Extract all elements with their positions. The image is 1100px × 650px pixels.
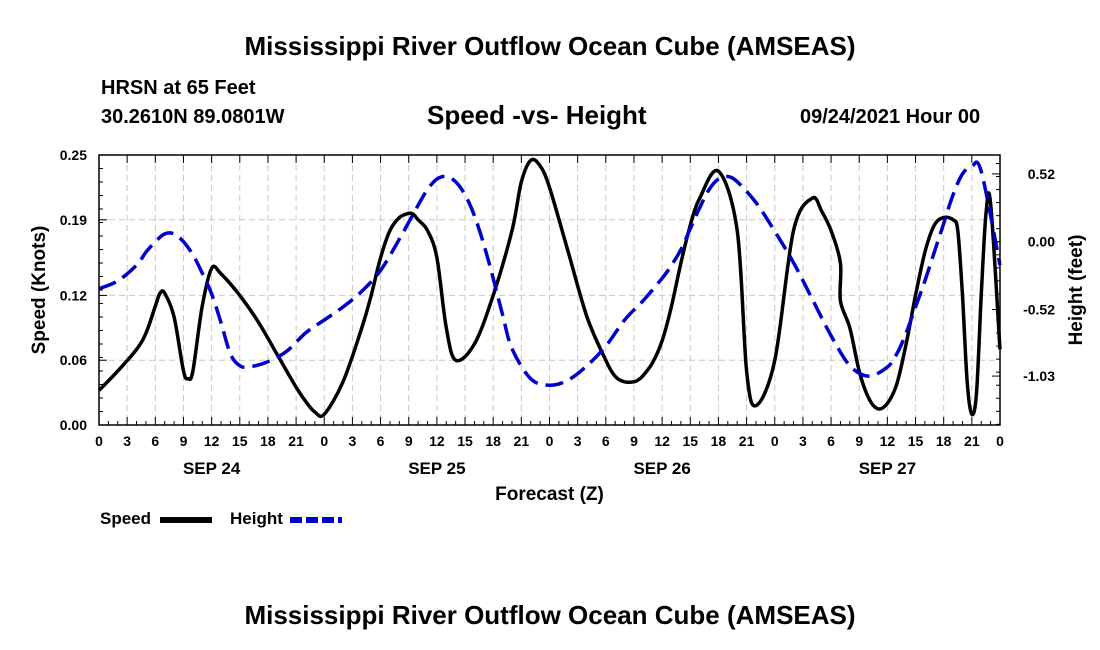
y2-tick-label: -1.03 — [1023, 368, 1055, 384]
x-tick-label: 6 — [602, 433, 610, 449]
x-tick-label: 21 — [514, 433, 530, 449]
x-axis-title: Forecast (Z) — [495, 484, 604, 505]
y-tick-label: 0.06 — [60, 352, 87, 368]
x-tick-label: 12 — [204, 433, 220, 449]
x-tick-label: 15 — [908, 433, 924, 449]
x-tick-label: 3 — [574, 433, 582, 449]
chart-axes — [98, 154, 1001, 426]
date-label: SEP 24 — [183, 459, 241, 478]
x-tick-label: 18 — [711, 433, 727, 449]
x-tick-label: 0 — [320, 433, 328, 449]
x-tick-label: 15 — [232, 433, 248, 449]
y-tick-label: 0.25 — [60, 147, 87, 163]
x-tick-label: 6 — [377, 433, 385, 449]
chart-legend: Speed Height — [100, 509, 342, 528]
x-tick-label: 3 — [799, 433, 807, 449]
chart-series — [97, 157, 1002, 419]
chart-main-title: Mississippi River Outflow Ocean Cube (AM… — [244, 31, 856, 61]
date-label: SEP 27 — [859, 459, 916, 478]
station-label: HRSN at 65 Feet — [101, 77, 256, 99]
y2-tick-label: -0.52 — [1023, 302, 1055, 318]
y-tick-label: 0.12 — [60, 287, 87, 303]
legend-height-label: Height — [230, 509, 283, 528]
x-tick-label: 9 — [630, 433, 638, 449]
y-axis-title: Speed (Knots) — [29, 226, 50, 355]
x-tick-label: 0 — [546, 433, 554, 449]
chart-subtitle: Speed -vs- Height — [427, 100, 647, 130]
x-tick-label: 0 — [771, 433, 779, 449]
x-tick-label: 18 — [936, 433, 952, 449]
x-tick-label: 12 — [654, 433, 670, 449]
chart-labels: 0 3 6 9 12 15 18 21 0 3 6 9 12 15 18 21 0 3 6 9 12 15 18 21 0 3 6 9… — [29, 147, 1087, 505]
x-tick-label: 12 — [429, 433, 445, 449]
x-tick-label: 21 — [288, 433, 304, 449]
y2-tick-label: 0.52 — [1028, 166, 1055, 182]
y-tick-label: 0.19 — [60, 212, 87, 228]
x-tick-label: 9 — [180, 433, 188, 449]
x-tick-label: 12 — [880, 433, 896, 449]
x-tick-label: 21 — [964, 433, 980, 449]
date-label: SEP 26 — [633, 459, 690, 478]
y2-tick-label: 0.00 — [1028, 234, 1055, 250]
date-label: SEP 25 — [408, 459, 465, 478]
x-tick-label: 0 — [996, 433, 1004, 449]
forecast-datetime: 09/24/2021 Hour 00 — [800, 106, 981, 128]
y2-axis-title: Height (feet) — [1066, 235, 1087, 346]
x-tick-label: 9 — [405, 433, 413, 449]
x-tick-label: 0 — [95, 433, 103, 449]
x-tick-label: 18 — [260, 433, 276, 449]
x-tick-label: 21 — [739, 433, 755, 449]
y-tick-label: 0.00 — [60, 417, 87, 433]
station-coordinates: 30.2610N 89.0801W — [101, 106, 285, 128]
x-tick-label: 15 — [682, 433, 698, 449]
footer-main-title: Mississippi River Outflow Ocean Cube (AM… — [244, 600, 856, 630]
x-tick-label: 15 — [457, 433, 473, 449]
x-tick-label: 18 — [485, 433, 501, 449]
x-tick-label: 6 — [151, 433, 159, 449]
series-line-height — [98, 160, 1002, 387]
legend-speed-label: Speed — [100, 509, 151, 528]
x-tick-label: 3 — [123, 433, 131, 449]
x-tick-label: 6 — [827, 433, 835, 449]
x-tick-label: 3 — [349, 433, 357, 449]
x-tick-label: 9 — [855, 433, 863, 449]
